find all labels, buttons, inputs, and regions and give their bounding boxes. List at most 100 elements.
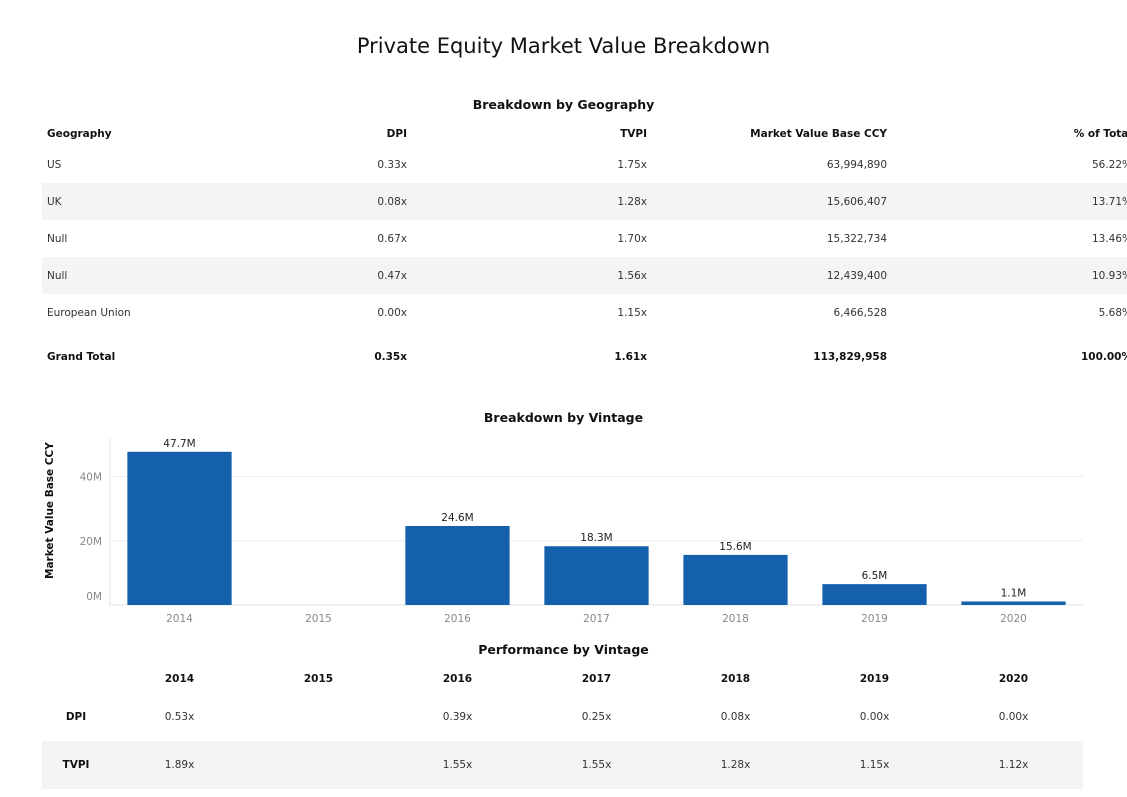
grand-total-row[interactable]: Grand Total 0.35x 1.61x 113,829,958 100.…	[42, 331, 1127, 379]
column-header-year[interactable]: 2019	[859, 673, 890, 685]
cell-geography: UK	[42, 183, 282, 220]
cell-dpi: 0.00x	[377, 306, 407, 319]
cell-percent-total: 56.22%	[1091, 158, 1127, 171]
cell-market-value: 15,606,407	[652, 183, 892, 220]
geography-header-row: Geography DPI TVPI Market Value Base CCY…	[42, 121, 1127, 146]
table-row[interactable]: US 0.33x 1.75x 63,994,890 56.22%	[42, 146, 1127, 183]
grand-total-market-value: 113,829,958	[813, 351, 887, 363]
cell-tvpi: 1.75x	[617, 158, 647, 171]
cell-market-value: 63,994,890	[826, 158, 887, 171]
cell-dpi: 0.08x	[282, 183, 412, 220]
x-axis-labels: 2014 2015 2016 2017 2018 2019 2020	[166, 613, 1027, 625]
y-tick-label: 20M	[80, 536, 102, 548]
bar-2019[interactable]	[822, 584, 927, 605]
performance-table: 2014 2015 2016 2017 2018 2019 2020 DPI 0…	[42, 665, 1083, 789]
bar-2017[interactable]	[544, 546, 649, 605]
cell-dpi: 0.33x	[377, 158, 407, 171]
bar-2020[interactable]	[961, 601, 1066, 605]
cell-tvpi: 1.15x	[805, 741, 944, 789]
cell-dpi: 0.00x	[998, 711, 1029, 723]
cell-tvpi: 1.12x	[944, 741, 1083, 789]
bar-value-label: 6.5M	[862, 570, 888, 582]
corner-cell	[42, 665, 110, 693]
cell-tvpi: 1.15x	[617, 306, 647, 319]
cell-geography: European Union	[47, 306, 131, 319]
grand-total-dpi: 0.35x	[374, 351, 407, 363]
cell-dpi: 0.39x	[442, 711, 473, 723]
cell-percent-total: 13.46%	[1091, 232, 1127, 245]
cell-market-value: 15,322,734	[826, 232, 887, 245]
column-header-year[interactable]: 2018	[720, 673, 751, 685]
page-title: Private Equity Market Value Breakdown	[356, 34, 771, 58]
geography-table: Geography DPI TVPI Market Value Base CCY…	[42, 121, 1127, 379]
cell-tvpi: 1.28x	[412, 183, 652, 220]
column-header-tvpi[interactable]: TVPI	[620, 127, 647, 140]
cell-dpi: 0.08x	[720, 711, 751, 723]
bar-value-label: 47.7M	[163, 438, 195, 450]
performance-header-row: 2014 2015 2016 2017 2018 2019 2020	[42, 665, 1083, 693]
cell-dpi: 0.00x	[859, 711, 890, 723]
column-header-dpi[interactable]: DPI	[386, 127, 407, 140]
geography-section-title: Breakdown by Geography	[472, 97, 655, 112]
column-header-market-value[interactable]: Market Value Base CCY	[750, 127, 887, 140]
table-row[interactable]: Null 0.47x 1.56x 12,439,400 10.93%	[42, 257, 1127, 294]
table-row[interactable]: UK 0.08x 1.28x 15,606,407 13.71%	[42, 183, 1127, 220]
cell-dpi: 0.25x	[581, 711, 612, 723]
cell-tvpi: 1.70x	[617, 232, 647, 245]
y-axis-ticks: 0M 20M 40M	[80, 472, 102, 603]
cell-geography: Null	[47, 232, 68, 245]
chart-value-labels: 47.7M 24.6M 18.3M 15.6M 6.5M 1.1M	[163, 438, 1026, 600]
grand-total-tvpi: 1.61x	[614, 351, 647, 363]
column-header-percent-total[interactable]: % of Total	[1073, 127, 1127, 140]
cell-tvpi: 1.55x	[527, 741, 666, 789]
cell-percent-total: 13.71%	[892, 183, 1127, 220]
cell-tvpi	[249, 741, 388, 789]
bar-value-label: 15.6M	[719, 541, 751, 553]
performance-section-title: Performance by Vintage	[478, 642, 649, 657]
column-header-year[interactable]: 2017	[581, 673, 612, 685]
cell-tvpi: 1.56x	[412, 257, 652, 294]
bar-2018[interactable]	[683, 554, 788, 605]
bar-value-label: 18.3M	[580, 532, 612, 544]
cell-dpi	[249, 693, 388, 741]
column-header-geography[interactable]: Geography	[47, 127, 112, 140]
vintage-bar-chart: 0M 20M 40M 47.7M 24.6M 18.3M 15.6M 6.5M 1.1M 20…	[80, 438, 1083, 625]
cell-tvpi: 1.55x	[388, 741, 527, 789]
y-tick-label: 0M	[86, 591, 102, 603]
row-header-tvpi: TVPI	[42, 741, 110, 789]
bar-value-label: 1.1M	[1001, 587, 1027, 599]
cell-percent-total: 10.93%	[892, 257, 1127, 294]
chart-bars	[127, 451, 1066, 605]
bar-2016[interactable]	[405, 525, 510, 605]
cell-tvpi: 1.89x	[110, 741, 249, 789]
x-tick-label: 2014	[166, 613, 193, 625]
x-tick-label: 2019	[861, 613, 888, 625]
table-row[interactable]: European Union 0.00x 1.15x 6,466,528 5.6…	[42, 294, 1127, 331]
table-row[interactable]: DPI 0.53x 0.39x 0.25x 0.08x 0.00x 0.00x	[42, 693, 1083, 741]
x-tick-label: 2018	[722, 613, 749, 625]
y-tick-label: 40M	[80, 472, 102, 484]
bar-2014[interactable]	[127, 451, 232, 605]
cell-dpi: 0.67x	[377, 232, 407, 245]
grand-total-percent: 100.00%	[1080, 351, 1127, 363]
x-tick-label: 2020	[1000, 613, 1027, 625]
column-header-year[interactable]: 2016	[442, 673, 473, 685]
cell-dpi: 0.53x	[164, 711, 195, 723]
x-tick-label: 2017	[583, 613, 610, 625]
vintage-section-title: Breakdown by Vintage	[483, 410, 644, 425]
cell-geography: Null	[42, 257, 282, 294]
cell-dpi: 0.47x	[282, 257, 412, 294]
x-tick-label: 2016	[444, 613, 471, 625]
column-header-year[interactable]: 2020	[998, 673, 1029, 685]
table-row[interactable]: TVPI 1.89x 1.55x 1.55x 1.28x 1.15x 1.12x	[42, 741, 1083, 789]
cell-percent-total: 5.68%	[1098, 306, 1127, 319]
grand-total-label: Grand Total	[47, 351, 116, 363]
column-header-year[interactable]: 2015	[303, 673, 334, 685]
bar-value-label: 24.6M	[441, 512, 473, 524]
cell-market-value: 12,439,400	[652, 257, 892, 294]
column-header-year[interactable]: 2014	[164, 673, 195, 685]
x-tick-label: 2015	[305, 613, 332, 625]
table-row[interactable]: Null 0.67x 1.70x 15,322,734 13.46%	[42, 220, 1127, 257]
cell-market-value: 6,466,528	[833, 306, 887, 319]
cell-geography: US	[47, 158, 62, 171]
